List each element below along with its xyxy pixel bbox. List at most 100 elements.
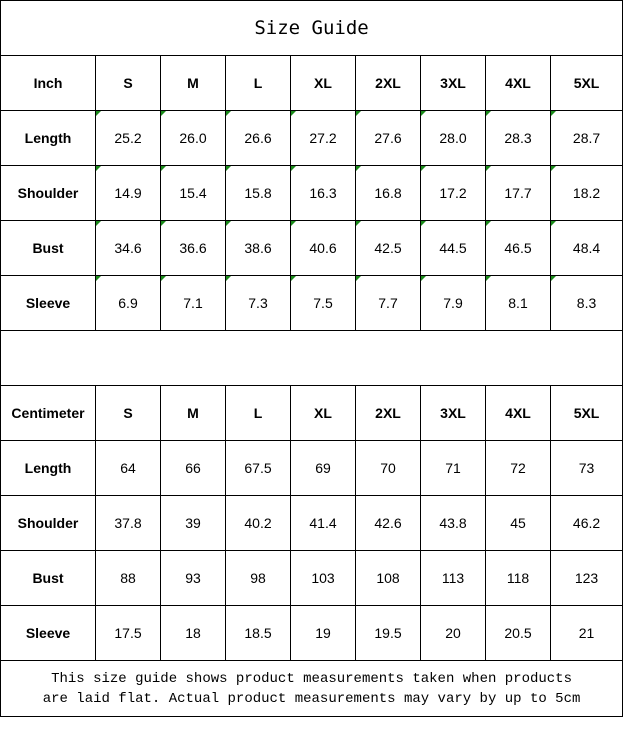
size-header: 2XL: [355, 385, 421, 441]
inch-header-row: Inch S M L XL 2XL 3XL 4XL 5XL: [0, 55, 623, 111]
table-row: Length 64 66 67.5 69 70 71 72 73: [0, 440, 623, 496]
note-line: are laid flat. Actual product measuremen…: [42, 690, 581, 707]
measurement-cell: 28.3: [485, 110, 551, 166]
unit-label: Inch: [0, 55, 96, 111]
measurement-cell: 38.6: [225, 220, 291, 276]
unit-label: Centimeter: [0, 385, 96, 441]
measurement-cell: 14.9: [95, 165, 161, 221]
measurement-cell: 7.3: [225, 275, 291, 331]
measurement-cell: 7.1: [160, 275, 226, 331]
measurement-cell: 43.8: [420, 495, 486, 551]
measurement-cell: 8.3: [549, 275, 623, 331]
measurement-cell: 27.2: [290, 110, 356, 166]
measurement-cell: 41.4: [290, 495, 356, 551]
measurement-cell: 72: [485, 440, 551, 496]
row-label: Sleeve: [0, 605, 96, 661]
size-header: L: [225, 55, 291, 111]
measurement-cell: 18: [160, 605, 226, 661]
size-header: 5XL: [549, 385, 623, 441]
size-header: 4XL: [485, 385, 551, 441]
note-line: This size guide shows product measuremen…: [51, 670, 572, 687]
measurement-cell: 7.7: [355, 275, 421, 331]
measurement-cell: 18.2: [549, 165, 623, 221]
measurement-cell: 17.5: [95, 605, 161, 661]
size-header: L: [225, 385, 291, 441]
measurement-cell: 20.5: [485, 605, 551, 661]
measurement-cell: 6.9: [95, 275, 161, 331]
measurement-cell: 36.6: [160, 220, 226, 276]
size-header: 4XL: [485, 55, 551, 111]
measurement-cell: 93: [160, 550, 226, 606]
measurement-cell: 88: [95, 550, 161, 606]
measurement-cell: 20: [420, 605, 486, 661]
size-header: M: [160, 385, 226, 441]
row-label: Bust: [0, 550, 96, 606]
measurement-cell: 18.5: [225, 605, 291, 661]
size-header: XL: [290, 385, 356, 441]
measurement-cell: 71: [420, 440, 486, 496]
row-label: Length: [0, 110, 96, 166]
measurement-cell: 21: [549, 605, 623, 661]
measurement-cell: 16.3: [290, 165, 356, 221]
measurement-cell: 8.1: [485, 275, 551, 331]
table-row: Length 25.2 26.0 26.6 27.2 27.6 28.0 28.3 28.7: [0, 110, 623, 166]
measurement-note: This size guide shows product measuremen…: [0, 660, 623, 717]
measurement-cell: 15.8: [225, 165, 291, 221]
measurement-cell: 26.6: [225, 110, 291, 166]
size-header: M: [160, 55, 226, 111]
measurement-cell: 48.4: [549, 220, 623, 276]
table-row: Sleeve 6.9 7.1 7.3 7.5 7.7 7.9 8.1 8.3: [0, 275, 623, 331]
measurement-cell: 28.0: [420, 110, 486, 166]
measurement-cell: 108: [355, 550, 421, 606]
measurement-cell: 103: [290, 550, 356, 606]
measurement-cell: 69: [290, 440, 356, 496]
table-row: Shoulder 37.8 39 40.2 41.4 42.6 43.8 45 46.2: [0, 495, 623, 551]
measurement-cell: 27.6: [355, 110, 421, 166]
measurement-cell: 39: [160, 495, 226, 551]
measurement-cell: 19.5: [355, 605, 421, 661]
measurement-cell: 118: [485, 550, 551, 606]
size-header: S: [95, 385, 161, 441]
size-header: XL: [290, 55, 356, 111]
measurement-cell: 7.5: [290, 275, 356, 331]
measurement-cell: 17.2: [420, 165, 486, 221]
size-header: 2XL: [355, 55, 421, 111]
table-row: Shoulder 14.9 15.4 15.8 16.3 16.8 17.2 17.7 18.2: [0, 165, 623, 221]
measurement-cell: 26.0: [160, 110, 226, 166]
spacer-row: [0, 330, 623, 386]
measurement-cell: 45: [485, 495, 551, 551]
measurement-cell: 7.9: [420, 275, 486, 331]
measurement-cell: 16.8: [355, 165, 421, 221]
measurement-cell: 70: [355, 440, 421, 496]
size-header: 3XL: [420, 385, 486, 441]
measurement-cell: 66: [160, 440, 226, 496]
measurement-cell: 44.5: [420, 220, 486, 276]
row-label: Length: [0, 440, 96, 496]
table-row: Bust 34.6 36.6 38.6 40.6 42.5 44.5 46.5 48.4: [0, 220, 623, 276]
measurement-cell: 15.4: [160, 165, 226, 221]
measurement-cell: 34.6: [95, 220, 161, 276]
row-label: Shoulder: [0, 165, 96, 221]
row-label: Shoulder: [0, 495, 96, 551]
table-row: Sleeve 17.5 18 18.5 19 19.5 20 20.5 21: [0, 605, 623, 661]
measurement-cell: 113: [420, 550, 486, 606]
measurement-cell: 64: [95, 440, 161, 496]
measurement-cell: 17.7: [485, 165, 551, 221]
measurement-cell: 42.5: [355, 220, 421, 276]
measurement-cell: 123: [549, 550, 623, 606]
measurement-cell: 19: [290, 605, 356, 661]
measurement-cell: 46.2: [549, 495, 623, 551]
measurement-cell: 98: [225, 550, 291, 606]
measurement-cell: 73: [549, 440, 623, 496]
table-row: Bust 88 93 98 103 108 113 118 123: [0, 550, 623, 606]
row-label: Bust: [0, 220, 96, 276]
measurement-cell: 40.6: [290, 220, 356, 276]
measurement-cell: 25.2: [95, 110, 161, 166]
measurement-cell: 67.5: [225, 440, 291, 496]
size-header: 5XL: [549, 55, 623, 111]
measurement-cell: 40.2: [225, 495, 291, 551]
size-header: 3XL: [420, 55, 486, 111]
measurement-cell: 37.8: [95, 495, 161, 551]
table-title: Size Guide: [0, 0, 623, 56]
